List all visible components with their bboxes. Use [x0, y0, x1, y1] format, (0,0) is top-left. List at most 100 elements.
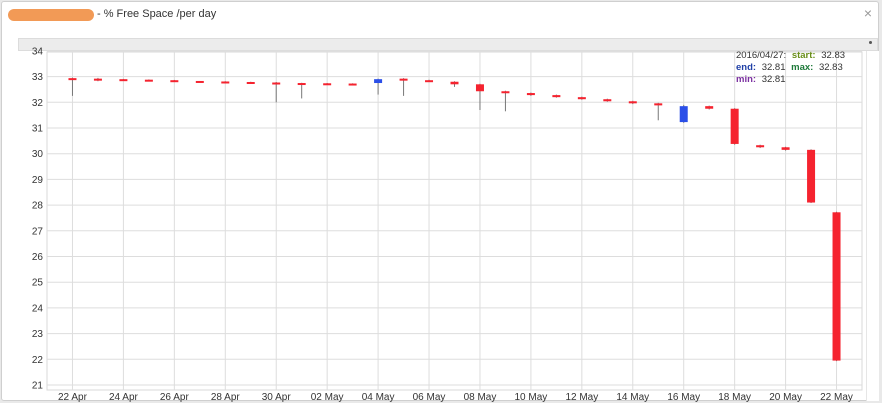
y-tick-label-8: 29 — [32, 175, 44, 186]
candle-23[interactable] — [654, 102, 663, 121]
y-tick-label-5: 26 — [32, 252, 44, 263]
candle-body-11 — [348, 83, 357, 86]
candle-0[interactable] — [68, 77, 77, 96]
candle-9[interactable] — [297, 82, 306, 99]
y-tick-label-6: 27 — [32, 226, 44, 237]
candle-11[interactable] — [348, 83, 357, 86]
y-axis: 21 22 23 24 25 26 27 28 29 30 31 32 33 34 — [32, 46, 44, 391]
candle-body-15 — [450, 81, 459, 85]
tooltip-end-value: 32.81 — [762, 62, 786, 73]
y-tick-label-11: 32 — [32, 98, 44, 109]
x-tick-label-4: 30 Apr — [262, 392, 292, 403]
x-tick-label-13: 18 May — [718, 392, 751, 403]
candle-body-28 — [781, 147, 790, 150]
candle-body-24 — [679, 106, 688, 123]
x-tick-label-11: 14 May — [616, 392, 649, 403]
tooltip-end-label: end: — [736, 62, 756, 73]
y-tick-label-13: 34 — [32, 46, 44, 57]
candle-28[interactable] — [781, 146, 790, 151]
x-tick-label-8: 08 May — [464, 392, 497, 403]
candle-body-18 — [526, 93, 535, 96]
candle-body-17 — [501, 91, 510, 94]
candle-20[interactable] — [577, 96, 586, 100]
tooltip-start-label: start: — [792, 50, 816, 61]
x-tick-label-12: 16 May — [667, 392, 700, 403]
candle-24[interactable] — [679, 104, 688, 123]
candle-body-21 — [603, 99, 612, 102]
plot-area — [46, 51, 863, 391]
candle-26[interactable] — [730, 108, 739, 145]
candle-body-13 — [399, 78, 408, 81]
candle-13[interactable] — [399, 78, 408, 96]
candle-body-12 — [374, 79, 383, 84]
scrollbar[interactable] — [866, 51, 879, 401]
candle-body-3 — [144, 79, 153, 82]
candle-27[interactable] — [756, 144, 765, 149]
candle-21[interactable] — [603, 98, 612, 102]
candle-body-10 — [323, 83, 332, 86]
x-tick-label-9: 10 May — [515, 392, 548, 403]
y-tick-label-4: 25 — [32, 278, 44, 289]
candle-body-0 — [68, 78, 77, 81]
y-tick-label-2: 23 — [32, 329, 44, 340]
tooltip-min-label: min: — [736, 74, 756, 85]
x-tick-label-2: 26 Apr — [160, 392, 190, 403]
y-tick-label-9: 30 — [32, 149, 44, 160]
tooltip-max-value: 32.83 — [819, 62, 843, 73]
x-tick-label-3: 28 Apr — [211, 392, 241, 403]
candle-18[interactable] — [526, 92, 535, 96]
candle-body-26 — [730, 108, 739, 144]
x-axis: 22 Apr 24 Apr 26 Apr 28 Apr 30 Apr 02 May 04 M… — [58, 392, 853, 403]
candle-15[interactable] — [450, 81, 459, 87]
x-tick-label-6: 04 May — [362, 392, 395, 403]
candle-5[interactable] — [195, 80, 204, 83]
candle-1[interactable] — [93, 77, 102, 82]
candle-16[interactable] — [475, 83, 484, 111]
candle-body-30 — [832, 212, 841, 361]
candle-30[interactable] — [832, 211, 841, 362]
svg-text:2016/04/27: start:: 2016/04/27: start: 32.83 — [736, 50, 845, 61]
candle-8[interactable] — [272, 81, 281, 103]
x-tick-label-10: 12 May — [565, 392, 598, 403]
candle-19[interactable] — [552, 94, 561, 98]
y-tick-label-7: 28 — [32, 201, 44, 212]
candle-body-7 — [246, 81, 255, 84]
x-tick-label-0: 22 Apr — [58, 392, 88, 403]
candle-12[interactable] — [374, 78, 383, 95]
candles — [68, 77, 841, 362]
grid-lines — [46, 50, 863, 391]
title-bar: - % Free Space /per day × — [2, 2, 878, 29]
close-icon[interactable]: × — [863, 5, 872, 21]
x-tick-label-5: 02 May — [311, 392, 344, 403]
y-tick-label-3: 24 — [32, 303, 44, 314]
svg-text:min: 32.81: min: 32.81 — [736, 74, 785, 85]
menu-dot-icon[interactable] — [869, 41, 872, 44]
x-tick-label-1: 24 Apr — [109, 392, 139, 403]
candle-6[interactable] — [221, 81, 230, 84]
candle-2[interactable] — [119, 78, 128, 82]
candle-17[interactable] — [501, 90, 510, 112]
x-tick-label-15: 22 May — [820, 392, 853, 403]
candle-25[interactable] — [705, 105, 714, 110]
tooltip-date: 2016/04/27: — [736, 50, 786, 61]
candle-body-27 — [756, 145, 765, 148]
candle-22[interactable] — [628, 100, 637, 105]
tooltip-max-label: max: — [791, 62, 813, 73]
candle-7[interactable] — [246, 81, 255, 84]
candle-10[interactable] — [323, 83, 332, 86]
candle-body-6 — [221, 81, 230, 84]
candle-body-1 — [93, 78, 102, 81]
y-tick-label-0: 21 — [32, 381, 44, 392]
candle-body-29 — [807, 149, 816, 203]
candle-body-23 — [654, 103, 663, 106]
candle-body-16 — [475, 84, 484, 92]
candle-body-4 — [170, 80, 179, 83]
candle-body-2 — [119, 79, 128, 82]
candle-14[interactable] — [425, 79, 434, 83]
candle-body-8 — [272, 82, 281, 85]
tooltip: 2016/04/27: start: 32.83 end: 32.81 max:… — [736, 50, 845, 85]
candle-3[interactable] — [144, 79, 153, 82]
candle-29[interactable] — [807, 149, 816, 204]
candle-4[interactable] — [170, 79, 179, 83]
